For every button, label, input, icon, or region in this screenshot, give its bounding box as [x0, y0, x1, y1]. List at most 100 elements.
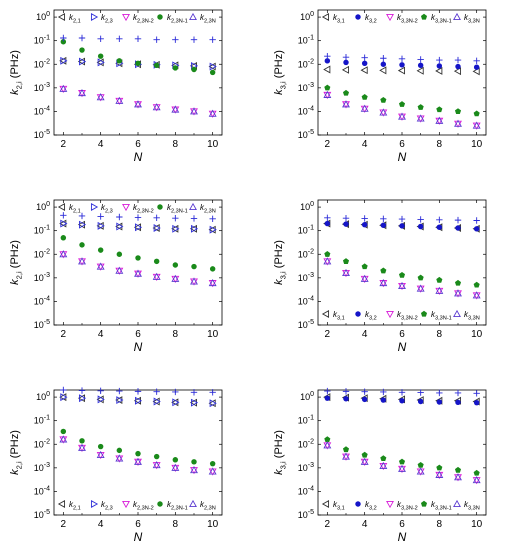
data-point [380, 61, 387, 67]
data-point [398, 389, 406, 396]
legend-marker [57, 203, 66, 211]
legend-marker [453, 12, 461, 21]
y-axis-label: k2,i (PHz) [9, 50, 23, 95]
legend-label: k3,2 [365, 310, 377, 321]
data-point [190, 36, 198, 43]
data-point [60, 393, 68, 402]
legend-marker [189, 202, 197, 211]
legend-marker [321, 13, 330, 21]
y-tick-label: 10-3 [298, 462, 314, 473]
legend-marker [386, 500, 394, 509]
data-point [135, 255, 141, 261]
data-point [341, 65, 350, 74]
x-tick-label: 4 [362, 139, 368, 150]
legend-marker [189, 12, 197, 21]
data-point [472, 476, 481, 484]
y-tick-label: 10-2 [34, 58, 50, 69]
data-point [172, 36, 179, 43]
data-point [380, 215, 387, 222]
legend-marker [355, 14, 361, 20]
x-tick-label: 8 [437, 139, 443, 150]
data-point [379, 461, 388, 469]
data-point [455, 225, 461, 231]
data-point [134, 223, 143, 232]
data-point [323, 257, 332, 265]
y-tick-label: 10-1 [34, 415, 50, 426]
data-point [436, 276, 443, 283]
data-point [209, 389, 216, 396]
legend-marker [90, 13, 99, 21]
data-point [417, 56, 424, 63]
y-tick-label: 100 [36, 391, 50, 402]
data-point [116, 222, 124, 231]
legend-label: k2,3N-1 [167, 203, 188, 214]
data-point [380, 55, 387, 62]
data-point [190, 398, 199, 407]
y-axis-label: k3,i (PHz) [273, 430, 287, 475]
data-point [473, 399, 480, 406]
data-point [209, 69, 216, 76]
data-point [191, 66, 197, 73]
data-point [417, 398, 424, 405]
y-tick-label: 10-1 [298, 225, 314, 236]
data-point [172, 457, 179, 463]
data-point [153, 453, 160, 460]
chart-panel-4: 2 4 6 8 10 100 10-1 10-2 10-3 10-4 10-5 Nk3,i (PHz)… [273, 199, 487, 354]
data-point [436, 216, 443, 223]
data-point [417, 223, 424, 230]
data-point [78, 212, 86, 220]
x-tick-label: 2 [61, 329, 67, 340]
data-point [323, 65, 331, 74]
data-point [97, 221, 105, 230]
data-point [398, 101, 406, 107]
data-point [323, 90, 332, 98]
data-point [153, 397, 161, 406]
data-point [473, 226, 480, 232]
y-tick-label: 100 [300, 201, 314, 212]
data-point [324, 436, 331, 443]
data-point [60, 56, 68, 65]
data-point [472, 291, 481, 299]
data-point [60, 219, 68, 228]
data-point [380, 388, 387, 396]
data-point [342, 446, 350, 453]
legend-marker [90, 203, 99, 211]
data-point [97, 443, 104, 450]
y-tick-label: 10-3 [34, 272, 50, 283]
data-point [79, 47, 85, 53]
x-tick-label: 6 [399, 519, 405, 530]
y-tick-label: 10-2 [298, 248, 314, 259]
legend-marker [420, 500, 428, 507]
data-point [416, 284, 425, 292]
legend-label: k2,3N [200, 500, 216, 511]
data-point [115, 266, 124, 274]
y-tick-label: 10-5 [34, 319, 50, 330]
data-point [190, 277, 198, 285]
legend-label: k2,3 [101, 203, 113, 214]
data-point [398, 112, 406, 120]
y-tick-label: 100 [300, 11, 314, 22]
x-tick-label: 8 [173, 329, 179, 340]
x-axis-label: N [398, 150, 407, 164]
legend-label: k2,1 [69, 203, 81, 214]
data-point [436, 389, 443, 397]
data-point [172, 398, 180, 407]
data-point [172, 224, 180, 233]
data-point [324, 214, 331, 222]
data-point [435, 470, 444, 478]
chart-panel-6: 2 4 6 8 10 100 10-1 10-2 10-3 10-4 10-5 Nk3,i (PHz)… [273, 387, 487, 544]
data-point [436, 224, 443, 230]
data-point [343, 59, 349, 66]
y-tick-label: 10-2 [298, 438, 314, 449]
legend-marker [386, 310, 394, 319]
data-point [342, 100, 350, 108]
data-point [323, 441, 332, 449]
legend-label: k3,3N-1 [431, 13, 452, 24]
data-point [135, 450, 141, 457]
x-axis-label: N [134, 530, 143, 544]
data-point [152, 272, 161, 280]
data-point [473, 64, 480, 70]
x-tick-label: 10 [207, 139, 219, 150]
y-tick-label: 10-1 [298, 415, 314, 426]
